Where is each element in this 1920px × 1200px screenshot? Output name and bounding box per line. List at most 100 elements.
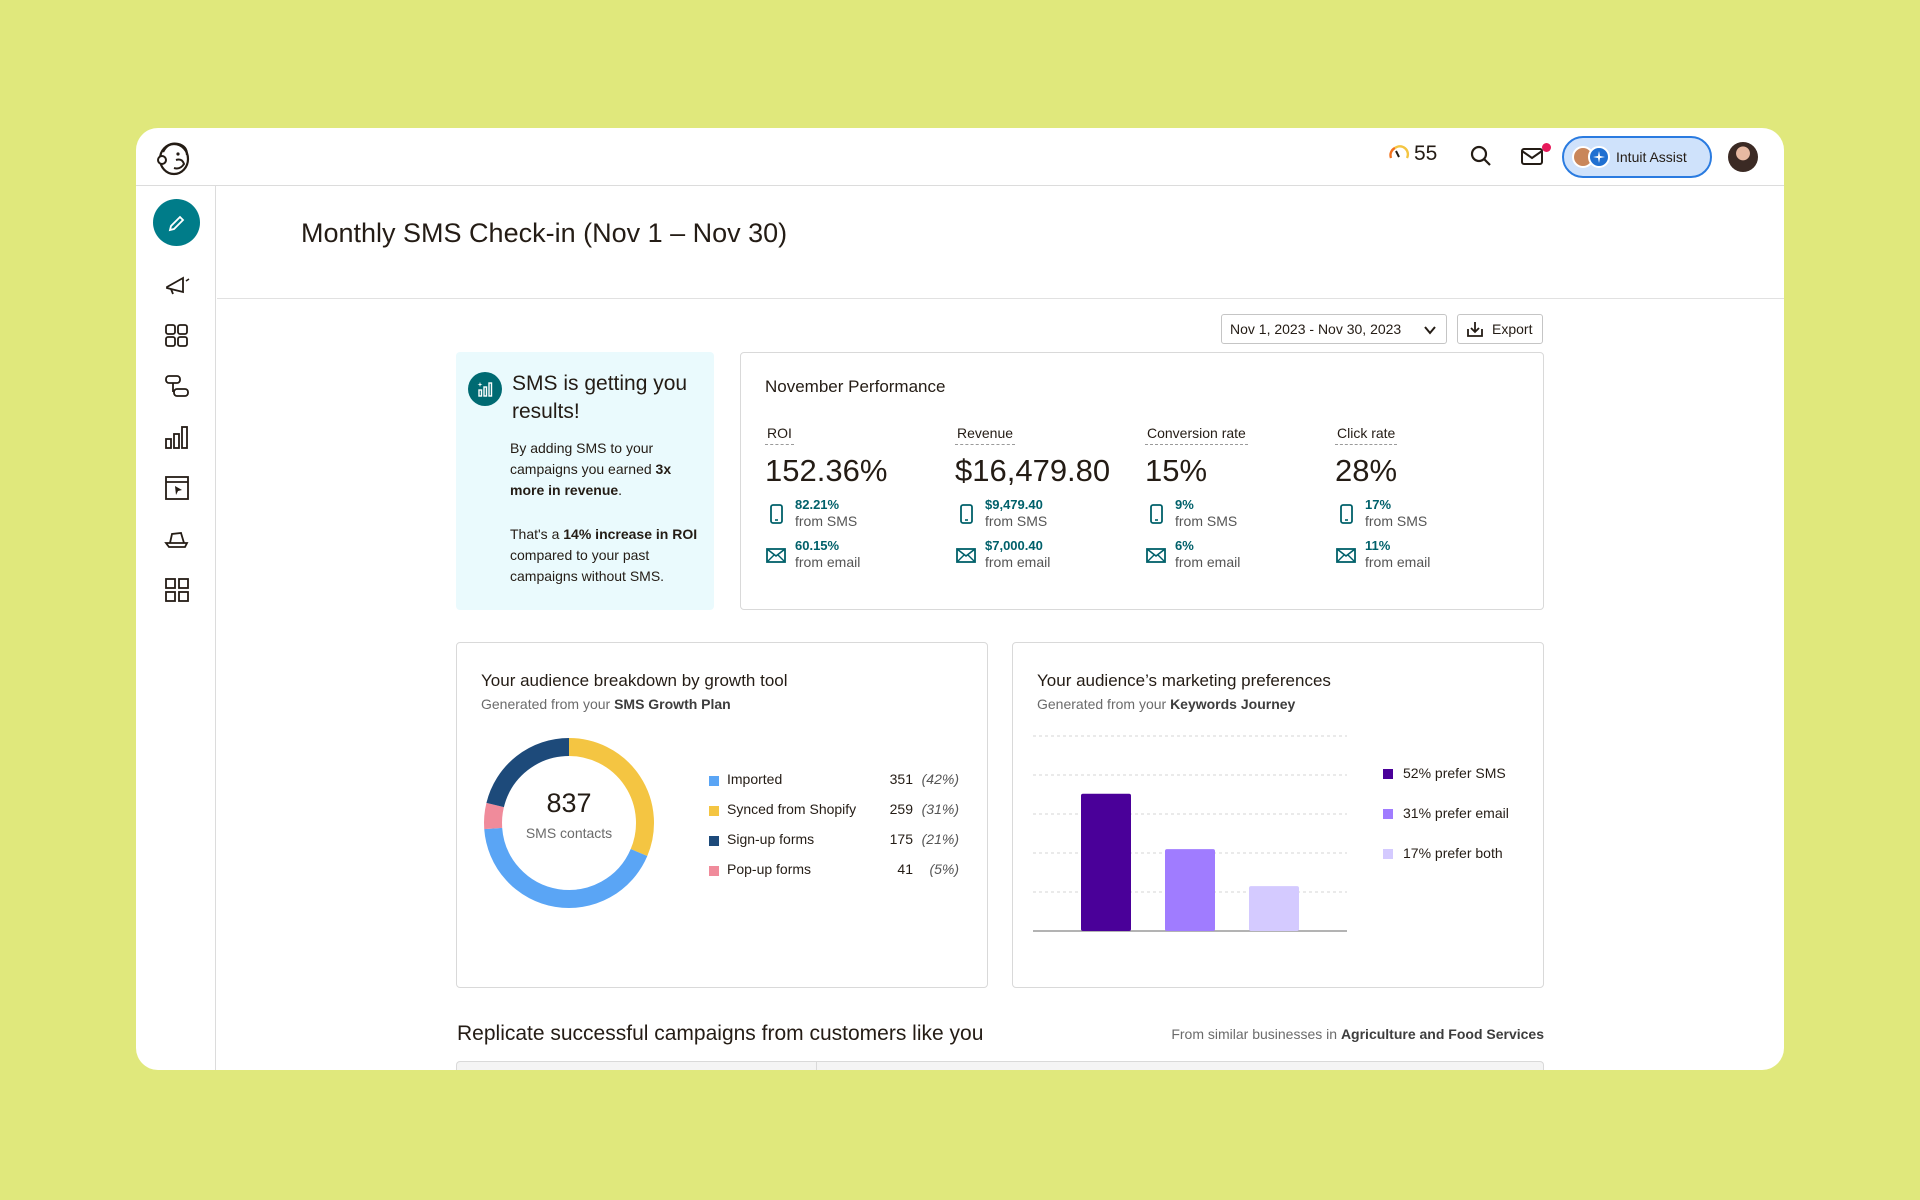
envelope-icon [1146,548,1166,563]
pencil-icon [168,215,184,231]
sms-breakdown: 82.21% from SMS [765,497,945,530]
bar-sms[interactable] [1081,793,1131,931]
breakdown-subtitle: Generated from your SMS Growth Plan [481,696,731,712]
sms-source: from SMS [795,513,858,529]
marketing-preferences-card: Your audience’s marketing preferences Ge… [1012,642,1544,988]
donut-slice[interactable] [568,738,654,857]
download-icon [1467,322,1483,337]
website-icon[interactable] [163,474,191,502]
phone-icon [960,504,973,524]
legend-pct: (42%) [921,771,959,787]
metric-value: 152.36% [765,453,888,488]
phone-icon [1150,504,1163,524]
legend-count: 175 [889,831,913,847]
score-indicator[interactable]: 55 [1388,142,1437,166]
mailchimp-logo-icon[interactable] [154,138,194,178]
donut-slice[interactable] [486,738,570,808]
promo-paragraph-1: By adding SMS to your campaigns you earn… [510,438,700,501]
app-window: 55 Intuit Assist [136,128,1784,1070]
metric-click-rate: Click rate 28% 17% from SMS 11% from email [1335,425,1515,571]
integrations-grid-icon[interactable] [163,576,191,604]
bar-both[interactable] [1249,886,1299,931]
metric-revenue: Revenue $16,479.80 $9,479.40 from SMS $7,… [955,425,1125,571]
email-breakdown: 60.15% from email [765,538,945,571]
legend-count: 41 [897,861,913,877]
legend-item: Sign-up forms 175 (21%) [709,831,959,851]
chevron-down-icon [1424,326,1436,335]
legend-pct: (21%) [921,831,959,847]
promo-paragraph-2: That's a 14% increase in ROI compared to… [510,524,700,587]
legend-pct: (5%) [929,861,959,877]
chart-sparkle-icon [468,372,502,406]
phone-icon [1340,504,1353,524]
legend-swatch [709,866,719,876]
metric-value: 28% [1335,453,1398,488]
november-performance-card: November Performance ROI 152.36% 82.21% f… [740,352,1544,610]
assist-label: Intuit Assist [1616,149,1687,165]
metric-label[interactable]: Revenue [955,425,1016,445]
promo-title: SMS is getting you results! [512,372,688,423]
date-range-select[interactable]: Nov 1, 2023 - Nov 30, 2023 [1221,314,1447,344]
metric-label[interactable]: Conversion rate [1145,425,1248,445]
sms-source: from SMS [1175,513,1238,529]
audience-icon[interactable] [163,321,191,349]
legend-swatch [709,806,719,816]
metric-label[interactable]: ROI [765,425,794,445]
sms-value: 82.21% [795,497,840,512]
section-note: From similar businesses in Agriculture a… [1171,1026,1544,1042]
megaphone-icon[interactable] [163,270,191,298]
mail-icon[interactable] [1519,143,1545,169]
page-header: Monthly SMS Check-in (Nov 1 – Nov 30) [217,186,1784,299]
create-button[interactable] [153,199,200,246]
content-icon[interactable] [163,525,191,553]
email-source: from email [1175,554,1241,570]
score-value: 55 [1414,142,1438,165]
legend-name: Pop-up forms [727,861,812,877]
automations-icon[interactable] [163,372,191,400]
notification-dot [1542,143,1551,152]
sms-breakdown: 9% from SMS [1145,497,1325,530]
search-icon[interactable] [1468,143,1494,169]
top-bar: 55 Intuit Assist [136,128,1784,186]
bar-email[interactable] [1165,849,1215,931]
legend-item: Pop-up forms 41 (5%) [709,861,959,881]
email-value: 60.15% [795,538,840,553]
legend-name: Synced from Shopify [727,801,857,817]
subtitle-text: Generated from your [481,696,615,712]
email-breakdown: 11% from email [1335,538,1515,571]
export-label: Export [1492,321,1533,337]
metric-value: $16,479.80 [955,453,1111,488]
subtitle-highlight: Keywords Journey [1170,696,1296,712]
sms-source: from SMS [985,513,1048,529]
user-avatar[interactable] [1728,142,1758,172]
sms-value: 9% [1175,497,1194,512]
donut-slice[interactable] [484,802,504,830]
donut-chart: 837 SMS contacts [479,733,659,913]
sms-value: $9,479.40 [985,497,1043,512]
export-button[interactable]: Export [1457,314,1543,344]
sms-source: from SMS [1365,513,1428,529]
analytics-icon[interactable] [163,423,191,451]
metric-label[interactable]: Click rate [1335,425,1398,445]
email-breakdown: 6% from email [1145,538,1325,571]
preferences-title: Your audience’s marketing preferences [1037,671,1331,690]
intuit-assist-button[interactable]: Intuit Assist [1562,136,1712,178]
legend-name: Sign-up forms [727,831,815,847]
envelope-icon [956,548,976,563]
envelope-icon [1336,548,1356,563]
legend-pct: (31%) [921,801,959,817]
phone-icon [770,504,783,524]
promo-text: . [618,482,623,498]
envelope-icon [766,548,786,563]
sms-breakdown: $9,479.40 from SMS [955,497,1125,530]
sms-breakdown: 17% from SMS [1335,497,1515,530]
email-value: 6% [1175,538,1194,553]
donut-total: 837 [546,788,592,818]
legend-count: 259 [889,801,913,817]
legend-item: Imported 351 (42%) [709,771,959,791]
email-source: from email [795,554,861,570]
donut-slice[interactable] [484,827,648,908]
subtitle-text: Generated from your [1037,696,1171,712]
promo-highlight: 14% increase in ROI [563,526,698,542]
metric-conversion-rate: Conversion rate 15% 9% from SMS 6% from em… [1145,425,1325,571]
